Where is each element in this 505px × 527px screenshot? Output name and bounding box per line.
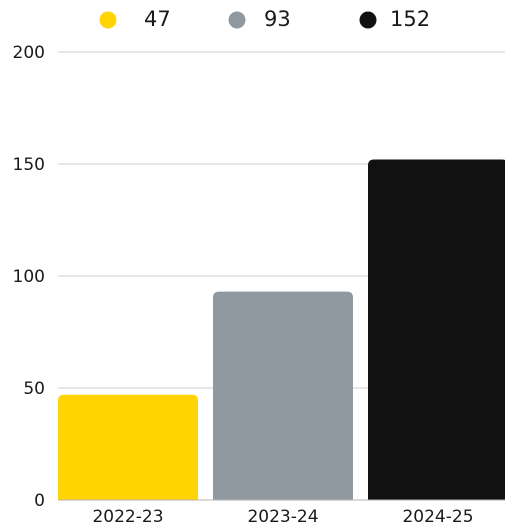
legend: 47 93 152 xyxy=(99,7,430,31)
y-tick-label: 0 xyxy=(34,491,45,511)
y-tick-label: 50 xyxy=(23,379,45,399)
x-tick-label: 2022-23 xyxy=(92,507,163,527)
x-tick-label: 2023-24 xyxy=(247,507,318,527)
bars xyxy=(58,159,505,500)
legend-swatch xyxy=(99,11,117,29)
legend-label: 152 xyxy=(390,7,430,31)
y-tick-label: 100 xyxy=(13,267,45,287)
bar-2024-25 xyxy=(368,159,505,500)
y-tick-label: 200 xyxy=(13,43,45,63)
legend-swatch xyxy=(359,11,377,29)
legend-label: 93 xyxy=(264,7,291,31)
bar-2022-23 xyxy=(58,394,198,500)
bar-2023-24 xyxy=(213,291,353,500)
y-tick-label: 150 xyxy=(13,155,45,175)
legend-label: 47 xyxy=(144,7,171,31)
axes: 0 50 100 150 200 2022-23 2023-24 2024-25 xyxy=(13,43,505,527)
x-tick-label: 2024-25 xyxy=(402,507,473,527)
legend-swatch xyxy=(228,11,246,29)
